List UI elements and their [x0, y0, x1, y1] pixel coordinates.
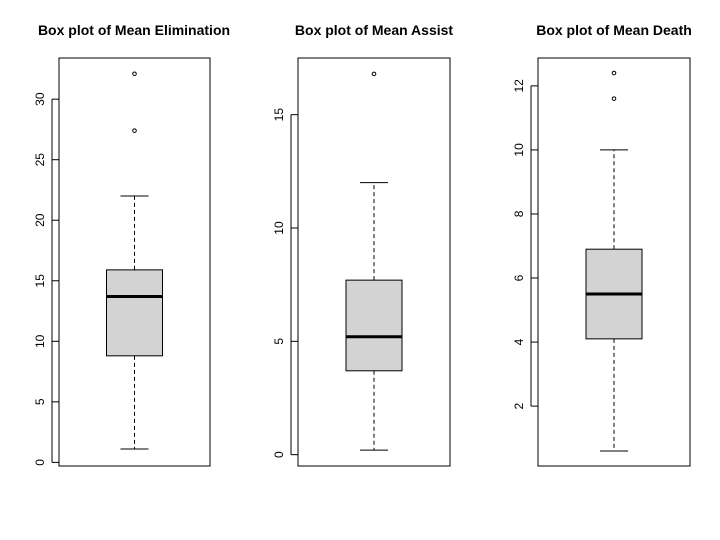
outlier-point [371, 71, 377, 77]
plot-title-elimination: Box plot of Mean Elimination [38, 22, 230, 38]
y-tick-label: 0 [33, 459, 47, 466]
y-tick-label: 8 [512, 210, 526, 217]
panel-mean-death: Box plot of Mean Death 2 4 6 8 10 12 [512, 22, 692, 467]
plot-frame [58, 57, 211, 467]
outlier-point [132, 128, 137, 133]
y-tick-label: 6 [512, 274, 526, 281]
outlier-point [611, 70, 617, 76]
y-tick-label: 12 [512, 79, 526, 93]
iqr-box [106, 269, 163, 357]
y-tick-label: 25 [33, 153, 47, 167]
iqr-box [345, 279, 403, 372]
y-tick-label: 20 [33, 213, 47, 227]
y-tick-label: 2 [512, 402, 526, 409]
y-tick-label: 4 [512, 338, 526, 345]
y-tick-label: 10 [33, 334, 47, 348]
y-tick-label: 10 [272, 221, 286, 235]
plot-frame [537, 57, 691, 467]
outlier-point [611, 96, 617, 101]
plot-title-death: Box plot of Mean Death [536, 22, 692, 38]
y-tick-label: 5 [33, 398, 47, 405]
panel-mean-assist: Box plot of Mean Assist 0 5 10 15 [272, 22, 454, 467]
y-tick-label: 30 [33, 92, 47, 106]
plot-title-assist: Box plot of Mean Assist [295, 22, 454, 38]
outlier-point [132, 71, 137, 77]
y-tick-label: 5 [272, 338, 286, 345]
plot-frame [297, 57, 451, 467]
y-tick-label: 15 [272, 108, 286, 122]
y-tick-label: 0 [272, 451, 286, 458]
panel-mean-elimination: Box plot of Mean Elimination 0 5 10 15 20 25 30 [33, 22, 230, 467]
y-tick-label: 15 [33, 274, 47, 288]
y-tick-label: 10 [512, 143, 526, 157]
